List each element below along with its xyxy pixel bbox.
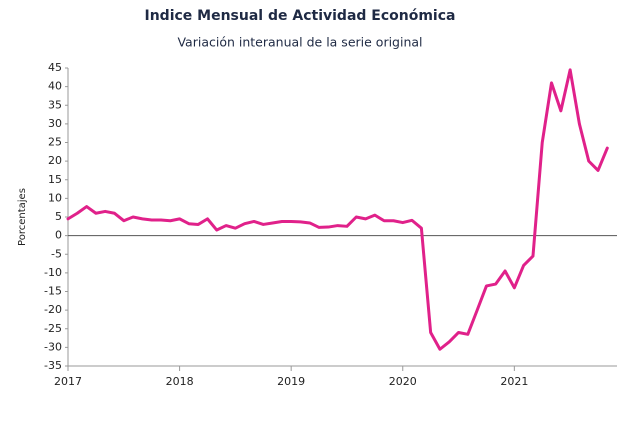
y-tick-label: 45 <box>48 61 62 74</box>
y-tick-label: 10 <box>48 191 62 204</box>
y-tick-label: -20 <box>44 303 62 316</box>
y-tick-label: 35 <box>48 98 62 111</box>
y-tick-label: -15 <box>44 285 62 298</box>
chart-title: Indice Mensual de Actividad Económica <box>145 8 456 24</box>
y-tick-label: 40 <box>48 80 62 93</box>
y-tick-label: 20 <box>48 154 62 167</box>
y-tick-label: 15 <box>48 173 62 186</box>
x-tick-label: 2017 <box>54 375 82 388</box>
y-tick-label: 5 <box>55 210 62 223</box>
x-tick-label: 2021 <box>500 375 528 388</box>
y-tick-label: 0 <box>55 229 62 242</box>
x-tick-label: 2019 <box>277 375 305 388</box>
chart-subtitle: Variación interanual de la serie origina… <box>177 35 422 50</box>
y-tick-label: -5 <box>51 247 62 260</box>
y-tick-label: -35 <box>44 359 62 372</box>
y-axis-label: Porcentajes <box>17 188 28 246</box>
y-tick-label: 30 <box>48 117 62 130</box>
y-tick-label: -30 <box>44 340 62 353</box>
x-tick-label: 2018 <box>166 375 194 388</box>
y-tick-label: 25 <box>48 136 62 149</box>
y-tick-label: -25 <box>44 322 62 335</box>
x-tick-label: 2020 <box>389 375 417 388</box>
line <box>66 68 609 351</box>
y-tick-label: -10 <box>44 266 62 279</box>
